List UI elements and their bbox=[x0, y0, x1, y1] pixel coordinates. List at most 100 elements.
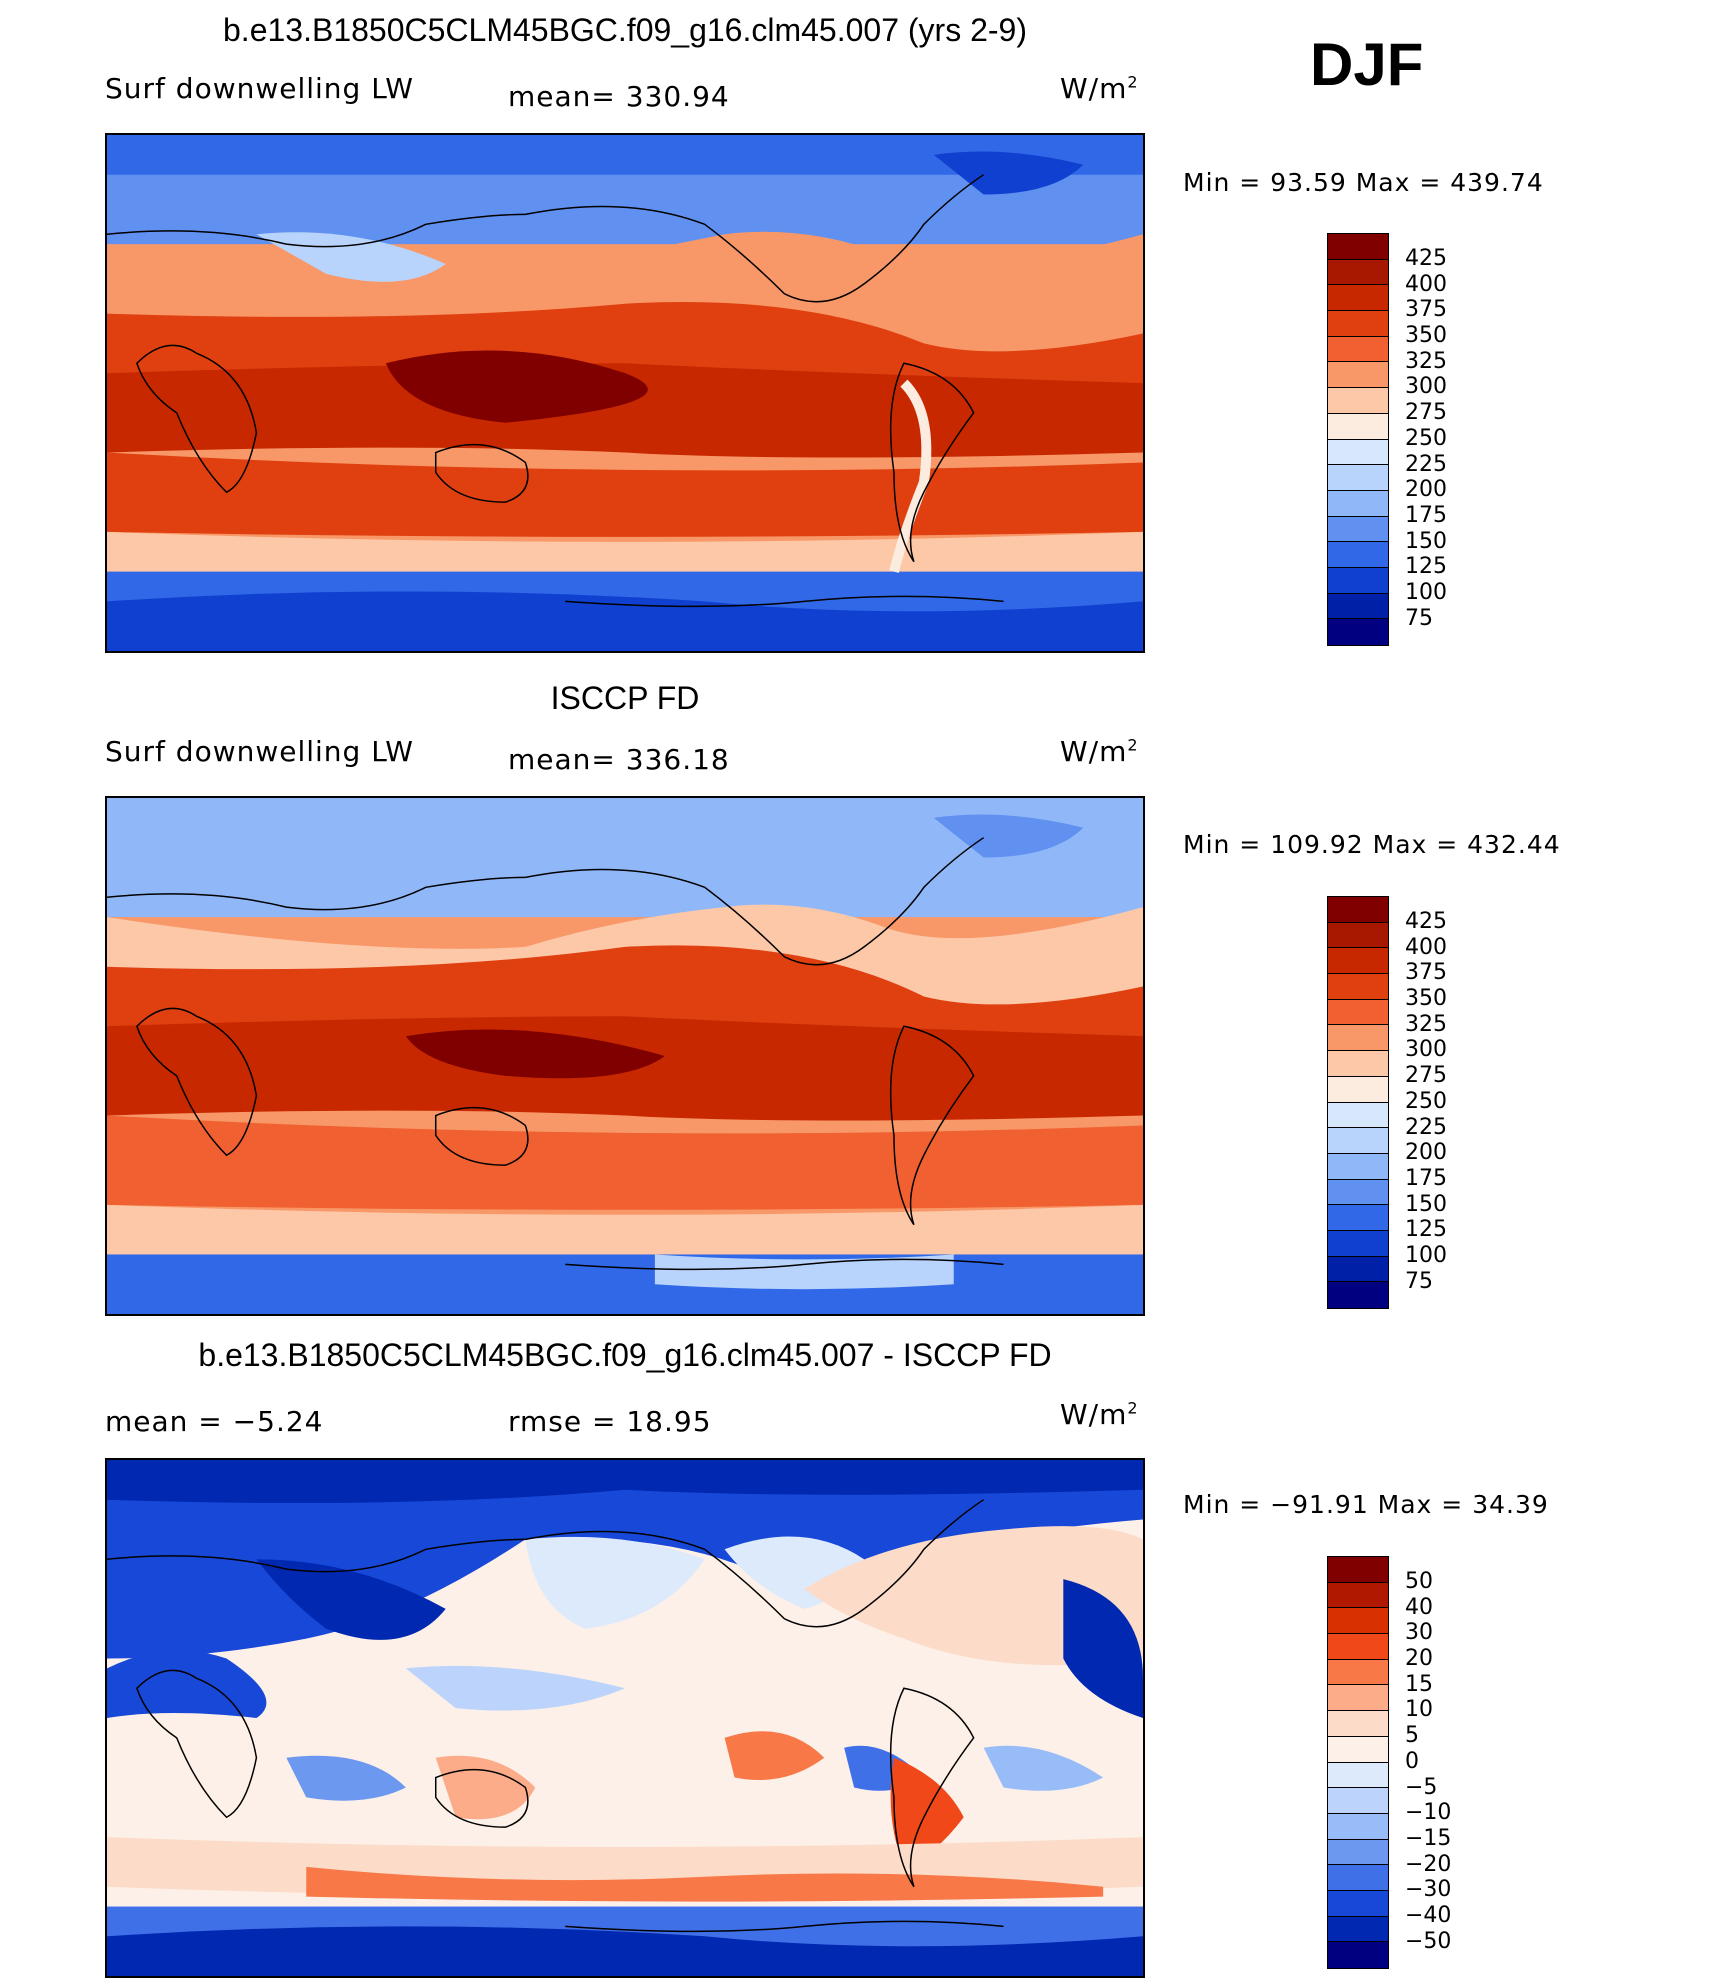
panel-model-colorbar bbox=[1327, 233, 1389, 646]
panel-model-map-svg bbox=[107, 135, 1143, 651]
colorbar-label: 225 bbox=[1405, 451, 1447, 477]
colorbar-swatch bbox=[1328, 897, 1388, 923]
panel-diff-colorbar bbox=[1327, 1556, 1389, 1969]
colorbar-label: 200 bbox=[1405, 477, 1447, 503]
colorbar-label: 20 bbox=[1405, 1646, 1433, 1672]
panel-diff-title: b.e13.B1850C5CLM45BGC.f09_g16.clm45.007 … bbox=[198, 1337, 1052, 1373]
colorbar-label: 275 bbox=[1405, 400, 1447, 426]
colorbar-swatch bbox=[1328, 1916, 1388, 1943]
colorbar-label: 0 bbox=[1405, 1748, 1419, 1774]
panel-diff-colorbar-labels: 50 40 30 20 15 10 5 0 −5 −10 −15 −20 −30… bbox=[1405, 1569, 1451, 1954]
colorbar-swatch bbox=[1328, 1557, 1388, 1583]
colorbar-label: −15 bbox=[1405, 1825, 1452, 1851]
colorbar-swatch bbox=[1328, 542, 1388, 568]
colorbar-label: 40 bbox=[1405, 1594, 1433, 1620]
colorbar-label: 150 bbox=[1405, 1191, 1447, 1217]
colorbar-swatch bbox=[1328, 1205, 1388, 1231]
colorbar-swatch bbox=[1328, 1839, 1388, 1866]
colorbar-label: 10 bbox=[1405, 1697, 1433, 1723]
colorbar-swatch bbox=[1328, 516, 1388, 543]
colorbar-label: 75 bbox=[1405, 1268, 1433, 1294]
colorbar-swatch bbox=[1328, 1230, 1388, 1257]
colorbar-swatch bbox=[1328, 388, 1388, 414]
colorbar-label: 350 bbox=[1405, 986, 1447, 1012]
colorbar-swatch bbox=[1328, 1685, 1388, 1712]
panel-obs-map-svg bbox=[107, 798, 1143, 1314]
panel-diff-minmax: Min = −91.91 Max = 34.39 bbox=[1183, 1490, 1549, 1519]
colorbar-label: 250 bbox=[1405, 1088, 1447, 1114]
colorbar-swatch bbox=[1328, 1942, 1388, 1968]
colorbar-label: 375 bbox=[1405, 297, 1447, 323]
colorbar-label: 325 bbox=[1405, 1011, 1447, 1037]
colorbar-swatch bbox=[1328, 1608, 1388, 1635]
panel-model-variable-label: Surf downwelling LW bbox=[105, 72, 414, 105]
colorbar-swatch bbox=[1328, 234, 1388, 260]
panel-obs-minmax: Min = 109.92 Max = 432.44 bbox=[1183, 830, 1561, 859]
colorbar-label: 75 bbox=[1405, 605, 1433, 631]
colorbar-label: 400 bbox=[1405, 934, 1447, 960]
panel-model-minmax: Min = 93.59 Max = 439.74 bbox=[1183, 168, 1544, 197]
colorbar-label: 100 bbox=[1405, 579, 1447, 605]
colorbar-swatch bbox=[1328, 999, 1388, 1026]
colorbar-label: 5 bbox=[1405, 1723, 1419, 1749]
colorbar-swatch bbox=[1328, 1051, 1388, 1077]
colorbar-label: 250 bbox=[1405, 425, 1447, 451]
colorbar-label: −10 bbox=[1405, 1800, 1452, 1826]
colorbar-label: 125 bbox=[1405, 1217, 1447, 1243]
colorbar-swatch bbox=[1328, 948, 1388, 975]
colorbar-swatch bbox=[1328, 465, 1388, 491]
colorbar-label: 375 bbox=[1405, 960, 1447, 986]
colorbar-swatch bbox=[1328, 259, 1388, 286]
colorbar-swatch bbox=[1328, 1634, 1388, 1660]
colorbar-swatch bbox=[1328, 1282, 1388, 1308]
colorbar-label: 15 bbox=[1405, 1671, 1433, 1697]
colorbar-label: 150 bbox=[1405, 528, 1447, 554]
colorbar-swatch bbox=[1328, 1128, 1388, 1154]
colorbar-swatch bbox=[1328, 1582, 1388, 1609]
colorbar-label: 275 bbox=[1405, 1063, 1447, 1089]
colorbar-swatch bbox=[1328, 336, 1388, 363]
colorbar-swatch bbox=[1328, 567, 1388, 594]
panel-obs-map bbox=[105, 796, 1145, 1316]
panel-obs-colorbar bbox=[1327, 896, 1389, 1309]
colorbar-swatch bbox=[1328, 1153, 1388, 1180]
panel-obs-variable-label: Surf downwelling LW bbox=[105, 735, 414, 768]
colorbar-label: −30 bbox=[1405, 1877, 1452, 1903]
colorbar-label: 125 bbox=[1405, 554, 1447, 580]
colorbar-label: 30 bbox=[1405, 1620, 1433, 1646]
colorbar-swatch bbox=[1328, 1865, 1388, 1891]
colorbar-swatch bbox=[1328, 413, 1388, 440]
panel-diff-units: W/m2 bbox=[1060, 1398, 1139, 1431]
colorbar-label: 425 bbox=[1405, 246, 1447, 271]
colorbar-swatch bbox=[1328, 593, 1388, 620]
colorbar-label: 300 bbox=[1405, 374, 1447, 400]
panel-model-mean-label: mean= 330.94 bbox=[508, 80, 730, 113]
colorbar-label: −5 bbox=[1405, 1774, 1438, 1800]
colorbar-swatch bbox=[1328, 1102, 1388, 1129]
colorbar-swatch bbox=[1328, 974, 1388, 1000]
colorbar-swatch bbox=[1328, 1179, 1388, 1206]
colorbar-label: 325 bbox=[1405, 348, 1447, 374]
colorbar-label: −40 bbox=[1405, 1902, 1452, 1928]
colorbar-label: 50 bbox=[1405, 1569, 1433, 1594]
panel-model-title: b.e13.B1850C5CLM45BGC.f09_g16.clm45.007 … bbox=[223, 12, 1027, 48]
panel-diff-map-svg bbox=[107, 1460, 1143, 1976]
colorbar-swatch bbox=[1328, 362, 1388, 389]
panel-diff-map bbox=[105, 1458, 1145, 1978]
colorbar-swatch bbox=[1328, 1256, 1388, 1283]
colorbar-label: 100 bbox=[1405, 1242, 1447, 1268]
colorbar-swatch bbox=[1328, 311, 1388, 337]
panel-diff-rmse-label: rmse = 18.95 bbox=[508, 1405, 712, 1438]
colorbar-swatch bbox=[1328, 1890, 1388, 1917]
panel-diff-mean-label: mean = −5.24 bbox=[105, 1405, 324, 1438]
colorbar-swatch bbox=[1328, 1813, 1388, 1840]
panel-obs-mean-label: mean= 336.18 bbox=[508, 743, 730, 776]
colorbar-label: −50 bbox=[1405, 1928, 1452, 1954]
season-label: DJF bbox=[1310, 31, 1424, 98]
colorbar-swatch bbox=[1328, 619, 1388, 645]
panel-obs-units: W/m2 bbox=[1060, 735, 1139, 768]
colorbar-swatch bbox=[1328, 1659, 1388, 1686]
panel-obs-colorbar-labels: 425 400 375 350 325 300 275 250 225 200 … bbox=[1405, 909, 1447, 1294]
colorbar-swatch bbox=[1328, 922, 1388, 949]
colorbar-label: 175 bbox=[1405, 1165, 1447, 1191]
